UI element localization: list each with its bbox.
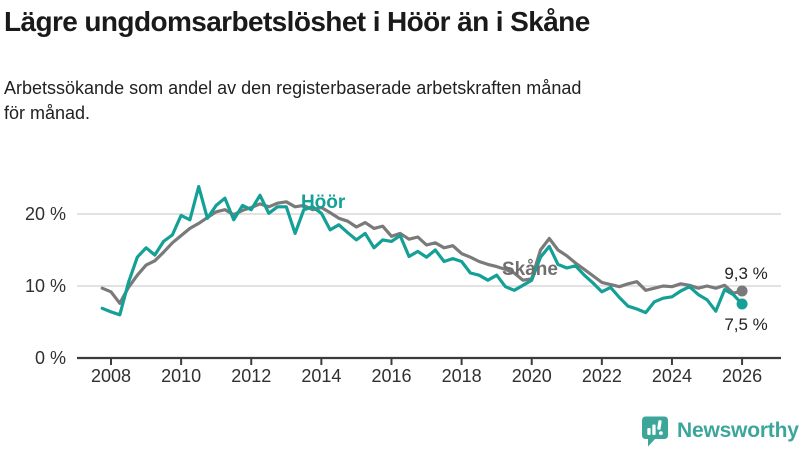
y-tick-label: 20 % bbox=[25, 204, 66, 224]
newsworthy-logo[interactable]: Newsworthy bbox=[641, 416, 799, 447]
x-tick-label: 2008 bbox=[91, 366, 131, 386]
series-end-dot-hoor bbox=[736, 298, 748, 310]
chart-title: Lägre ungdomsarbetslöshet i Höör än i Sk… bbox=[4, 6, 590, 37]
bar-glyph-tall bbox=[652, 424, 656, 435]
newsworthy-logo-text: Newsworthy bbox=[677, 419, 799, 442]
exclamation-dot-glyph bbox=[659, 431, 663, 435]
end-value-label-hoor: 7,5 % bbox=[724, 315, 767, 334]
x-tick-label: 2012 bbox=[231, 366, 271, 386]
x-tick-label: 2014 bbox=[301, 366, 341, 386]
series-label-skane: Skåne bbox=[502, 259, 558, 280]
x-tick-label: 2010 bbox=[161, 366, 201, 386]
series-end-dot-skane bbox=[736, 285, 748, 297]
bar-glyph-short bbox=[647, 428, 651, 435]
exclamation-bar-glyph bbox=[657, 420, 662, 430]
x-tick-label: 2020 bbox=[512, 366, 552, 386]
series-label-hoor: Höör bbox=[301, 192, 346, 213]
x-tick-label: 2024 bbox=[652, 366, 692, 386]
y-tick-label: 0 % bbox=[35, 348, 66, 368]
series-line-hoor bbox=[100, 185, 744, 317]
x-tick-label: 2026 bbox=[722, 366, 762, 386]
y-tick-label: 10 % bbox=[25, 276, 66, 296]
x-tick-label: 2022 bbox=[582, 366, 622, 386]
x-tick-label: 2018 bbox=[442, 366, 482, 386]
chart-subtitle: Arbetssökande som andel av den registerb… bbox=[4, 78, 582, 123]
end-value-label-skane: 9,3 % bbox=[724, 264, 767, 283]
newsworthy-logo-icon bbox=[642, 416, 668, 447]
x-tick-label: 2016 bbox=[371, 366, 411, 386]
